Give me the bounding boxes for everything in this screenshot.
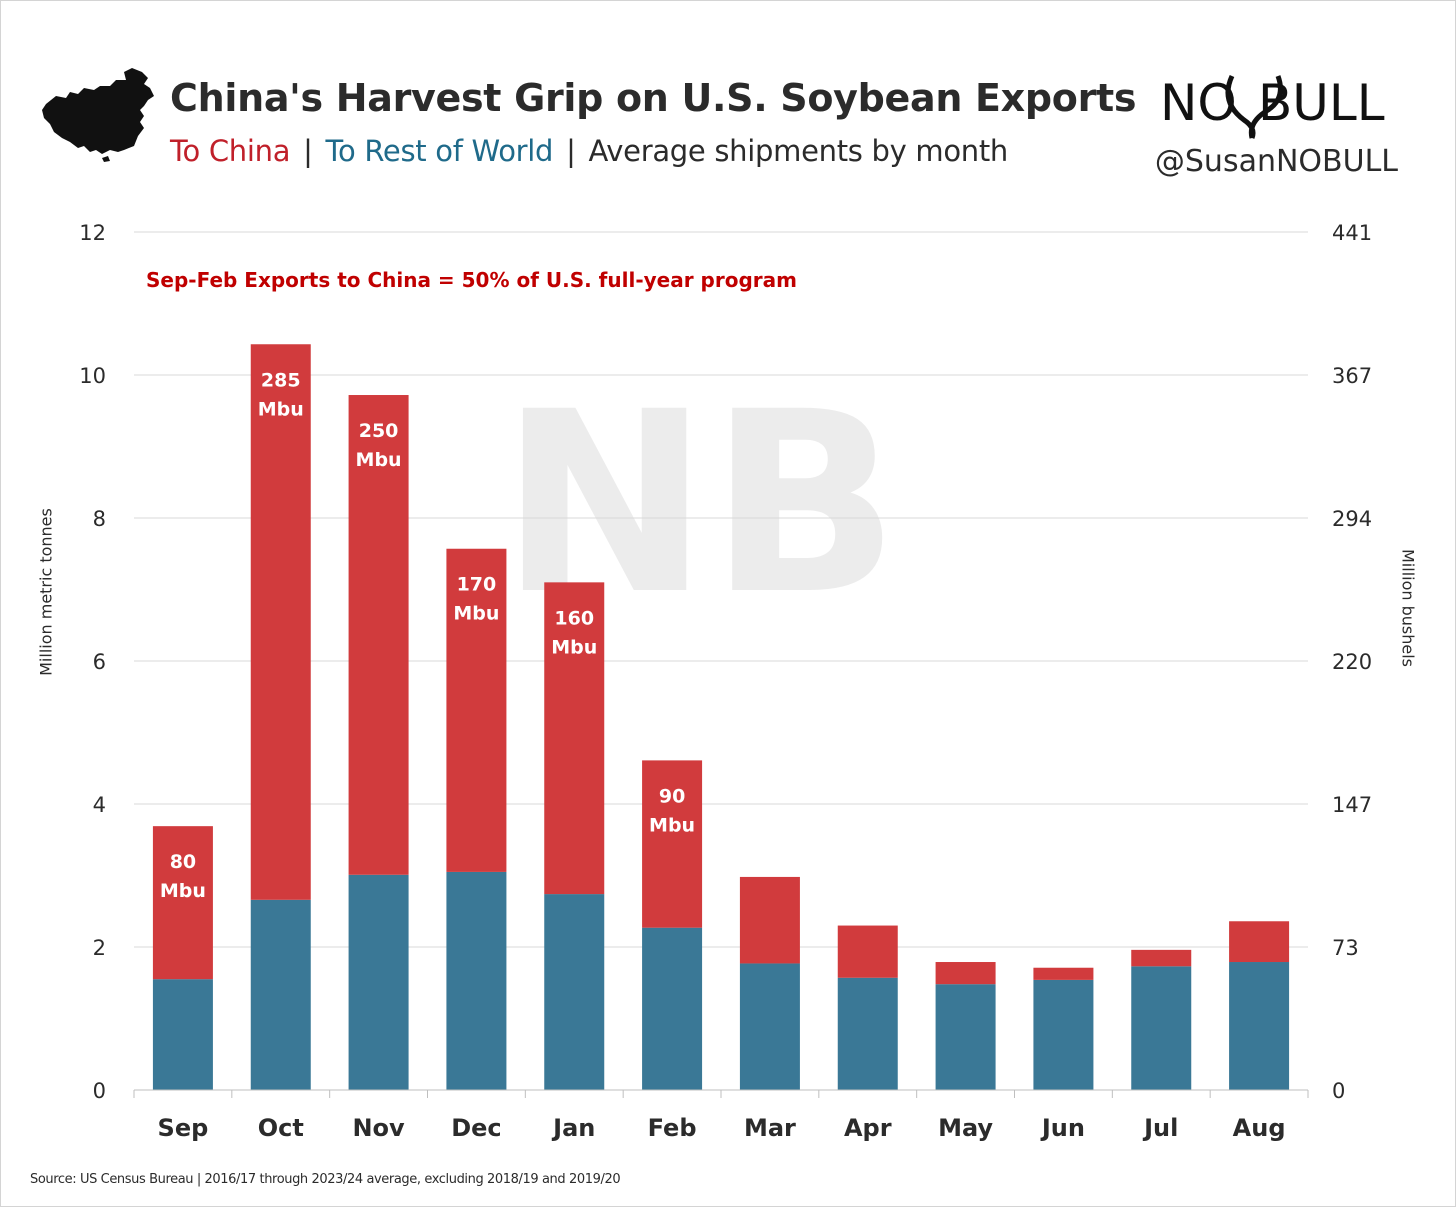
- data-label: 90: [659, 785, 685, 807]
- data-label: Mbu: [356, 449, 402, 471]
- bar-rest-of-world: [544, 894, 605, 1090]
- subtitle-separator: |: [566, 134, 576, 168]
- bar-china: [446, 548, 507, 872]
- x-tick-label: Jun: [1040, 1114, 1085, 1142]
- data-label: Mbu: [649, 814, 695, 836]
- data-label: 80: [170, 851, 196, 873]
- data-label: 160: [554, 607, 594, 629]
- y-tick-label-right: 147: [1332, 793, 1372, 817]
- x-tick-label: Oct: [258, 1114, 304, 1142]
- bar-china: [152, 826, 213, 980]
- bar-rest-of-world: [1229, 962, 1290, 1090]
- y-tick-label-right: 441: [1332, 221, 1372, 245]
- x-tick-label: Jul: [1142, 1114, 1178, 1142]
- y-tick-label-left: 2: [93, 936, 106, 960]
- data-label: Mbu: [160, 880, 206, 902]
- bar-china: [1229, 921, 1290, 963]
- subtitle-separator: |: [303, 134, 313, 168]
- x-tick-label: May: [938, 1114, 993, 1142]
- nobull-logo-icon: NO BULL: [1160, 74, 1385, 139]
- data-label: Mbu: [258, 398, 304, 420]
- bar-china: [935, 962, 996, 985]
- subtitle-description: Average shipments by month: [588, 134, 1009, 168]
- x-tick-label: Sep: [158, 1114, 209, 1142]
- bar-china: [1033, 967, 1094, 980]
- bar-rest-of-world: [739, 963, 800, 1090]
- bar-rest-of-world: [250, 899, 311, 1090]
- bar-rest-of-world: [446, 871, 507, 1090]
- x-tick-label: Aug: [1233, 1114, 1286, 1142]
- bar-rest-of-world: [837, 977, 898, 1090]
- bar-china: [837, 925, 898, 978]
- legend-china: To China: [170, 134, 291, 168]
- data-label: 285: [261, 369, 301, 391]
- y-tick-label-right: 367: [1332, 364, 1372, 388]
- y-tick-label-right: 73: [1332, 936, 1359, 960]
- x-tick-label: Mar: [744, 1114, 796, 1142]
- bar-rest-of-world: [642, 927, 703, 1090]
- x-tick-label: Feb: [648, 1114, 697, 1142]
- y-tick-label-right: 0: [1332, 1079, 1345, 1103]
- data-label: Mbu: [551, 636, 597, 658]
- y-tick-label-left: 12: [79, 221, 106, 245]
- data-label: 170: [457, 574, 497, 596]
- y-axis-title-right: Million bushels: [1398, 549, 1418, 667]
- y-tick-label-left: 8: [93, 507, 106, 531]
- x-tick-label: Dec: [451, 1114, 501, 1142]
- chart-subtitle: To China | To Rest of World | Average sh…: [170, 134, 1008, 168]
- bar-rest-of-world: [1033, 979, 1094, 1090]
- source-note: Source: US Census Bureau | 2016/17 throu…: [30, 1172, 621, 1187]
- y-tick-label-left: 4: [93, 793, 106, 817]
- chart-title: China's Harvest Grip on U.S. Soybean Exp…: [170, 76, 1137, 120]
- data-label: 250: [359, 420, 399, 442]
- y-tick-label-left: 6: [93, 650, 106, 674]
- chart-annotation: Sep-Feb Exports to China = 50% of U.S. f…: [146, 268, 797, 292]
- twitter-handle: @SusanNOBULL: [1154, 144, 1398, 179]
- y-tick-label-right: 294: [1332, 507, 1372, 531]
- x-tick-label: Nov: [352, 1114, 405, 1142]
- bar-china: [1131, 949, 1192, 967]
- legend-rest-of-world: To Rest of World: [325, 134, 554, 168]
- bar-china: [739, 876, 800, 964]
- y-tick-label-left: 10: [79, 364, 106, 388]
- bar-rest-of-world: [152, 979, 213, 1090]
- x-tick-label: Apr: [844, 1114, 892, 1142]
- y-tick-label-left: 0: [93, 1079, 106, 1103]
- bar-china: [544, 582, 605, 895]
- y-tick-label-right: 220: [1332, 650, 1372, 674]
- bar-china: [348, 395, 409, 875]
- bar-rest-of-world: [348, 874, 409, 1090]
- bar-rest-of-world: [1131, 966, 1192, 1090]
- data-label: Mbu: [453, 603, 499, 625]
- bar-rest-of-world: [935, 984, 996, 1090]
- x-tick-label: Jan: [551, 1114, 595, 1142]
- bar-china: [642, 760, 703, 928]
- china-map-icon: [42, 68, 154, 162]
- bar-china: [250, 344, 311, 900]
- y-axis-title-left: Million metric tonnes: [36, 508, 56, 676]
- svg-text:BULL: BULL: [1258, 74, 1385, 132]
- svg-text:NO: NO: [1160, 74, 1237, 132]
